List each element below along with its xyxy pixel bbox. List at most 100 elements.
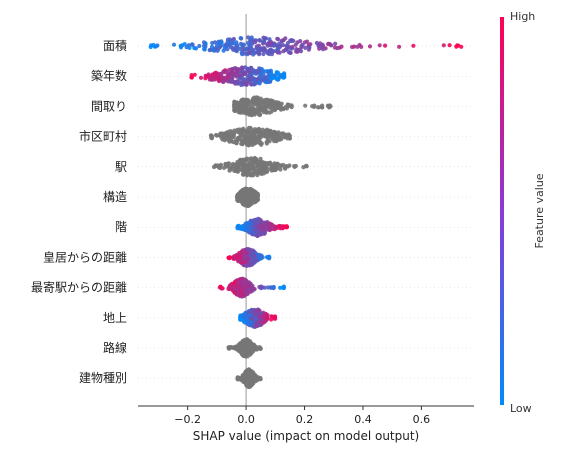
- data-point: [233, 73, 238, 78]
- data-point: [259, 171, 264, 176]
- data-point: [266, 51, 272, 57]
- data-point: [252, 108, 257, 113]
- data-point: [260, 107, 265, 112]
- data-point: [249, 221, 254, 226]
- data-point: [240, 196, 245, 201]
- data-point: [244, 263, 249, 268]
- data-point: [242, 97, 247, 102]
- data-point: [230, 46, 235, 51]
- data-point: [257, 38, 262, 43]
- data-point: [240, 52, 245, 57]
- feature-label: 皇居からの距離: [43, 250, 127, 264]
- data-point: [227, 161, 232, 166]
- colorbar-high-label: High: [510, 10, 535, 23]
- data-point: [255, 159, 260, 164]
- data-point: [187, 45, 192, 51]
- data-point: [253, 221, 258, 226]
- data-point: [222, 134, 227, 139]
- data-point: [240, 338, 245, 344]
- data-point: [229, 283, 234, 288]
- data-point: [307, 45, 312, 50]
- data-point: [267, 48, 272, 53]
- data-point: [244, 341, 249, 346]
- data-point: [377, 43, 382, 48]
- data-point: [238, 189, 243, 194]
- colorbar-gradient: [500, 17, 504, 405]
- data-point: [249, 200, 254, 205]
- colorbar-low-label: Low: [510, 402, 532, 415]
- data-point: [264, 77, 269, 82]
- data-point: [246, 256, 251, 261]
- data-point: [239, 260, 244, 265]
- data-point: [268, 72, 274, 77]
- data-point: [251, 141, 256, 146]
- data-point: [241, 291, 246, 296]
- data-point: [454, 44, 459, 49]
- data-point: [236, 281, 241, 286]
- data-point: [253, 379, 258, 384]
- data-point: [248, 319, 253, 325]
- data-point: [261, 51, 266, 57]
- data-point: [272, 130, 277, 135]
- data-point: [265, 136, 270, 141]
- data-point: [283, 224, 288, 230]
- data-point: [225, 39, 230, 44]
- data-point: [237, 137, 242, 142]
- data-point: [251, 157, 256, 162]
- data-point: [193, 46, 199, 51]
- data-point: [247, 70, 252, 75]
- feature-label: 築年数: [91, 68, 127, 83]
- data-point: [286, 164, 291, 169]
- data-point: [266, 161, 271, 166]
- data-point: [241, 138, 246, 143]
- feature-label: 構造: [103, 190, 127, 204]
- data-point: [244, 197, 249, 202]
- data-point: [240, 375, 245, 380]
- data-point: [293, 42, 298, 47]
- data-point: [248, 106, 253, 111]
- data-point: [276, 100, 281, 105]
- data-point: [241, 126, 246, 131]
- data-point: [243, 222, 248, 227]
- data-point: [271, 284, 276, 290]
- data-point: [215, 75, 220, 80]
- data-point: [260, 74, 265, 80]
- data-point: [221, 48, 226, 53]
- feature-label: 間取り: [91, 99, 127, 113]
- feature-swarm: [148, 35, 464, 57]
- data-point: [182, 42, 187, 47]
- data-point: [214, 71, 219, 76]
- feature-swarm: [235, 186, 260, 208]
- data-point: [232, 289, 237, 295]
- data-point: [235, 376, 240, 381]
- data-point: [272, 107, 277, 113]
- data-point: [248, 141, 253, 146]
- data-point: [302, 40, 307, 45]
- data-point: [245, 138, 250, 143]
- data-point: [253, 81, 258, 86]
- data-point: [238, 41, 244, 46]
- data-point: [249, 82, 254, 87]
- data-point: [232, 108, 237, 113]
- data-point: [269, 314, 274, 319]
- data-point: [237, 105, 242, 110]
- data-point: [271, 163, 276, 168]
- data-point: [254, 224, 259, 229]
- data-point: [241, 379, 246, 384]
- data-point: [190, 42, 195, 48]
- data-point: [178, 43, 183, 48]
- data-point: [217, 163, 222, 168]
- data-point: [298, 39, 303, 44]
- data-point: [411, 43, 416, 48]
- data-point: [257, 131, 262, 136]
- data-point: [261, 220, 266, 225]
- data-point: [281, 38, 286, 43]
- data-point: [228, 345, 234, 350]
- data-point: [235, 81, 240, 86]
- row-guides: [138, 45, 474, 379]
- data-point: [257, 346, 262, 351]
- data-point: [171, 42, 177, 47]
- data-point: [253, 375, 258, 380]
- data-point: [222, 70, 227, 75]
- data-point: [241, 350, 246, 355]
